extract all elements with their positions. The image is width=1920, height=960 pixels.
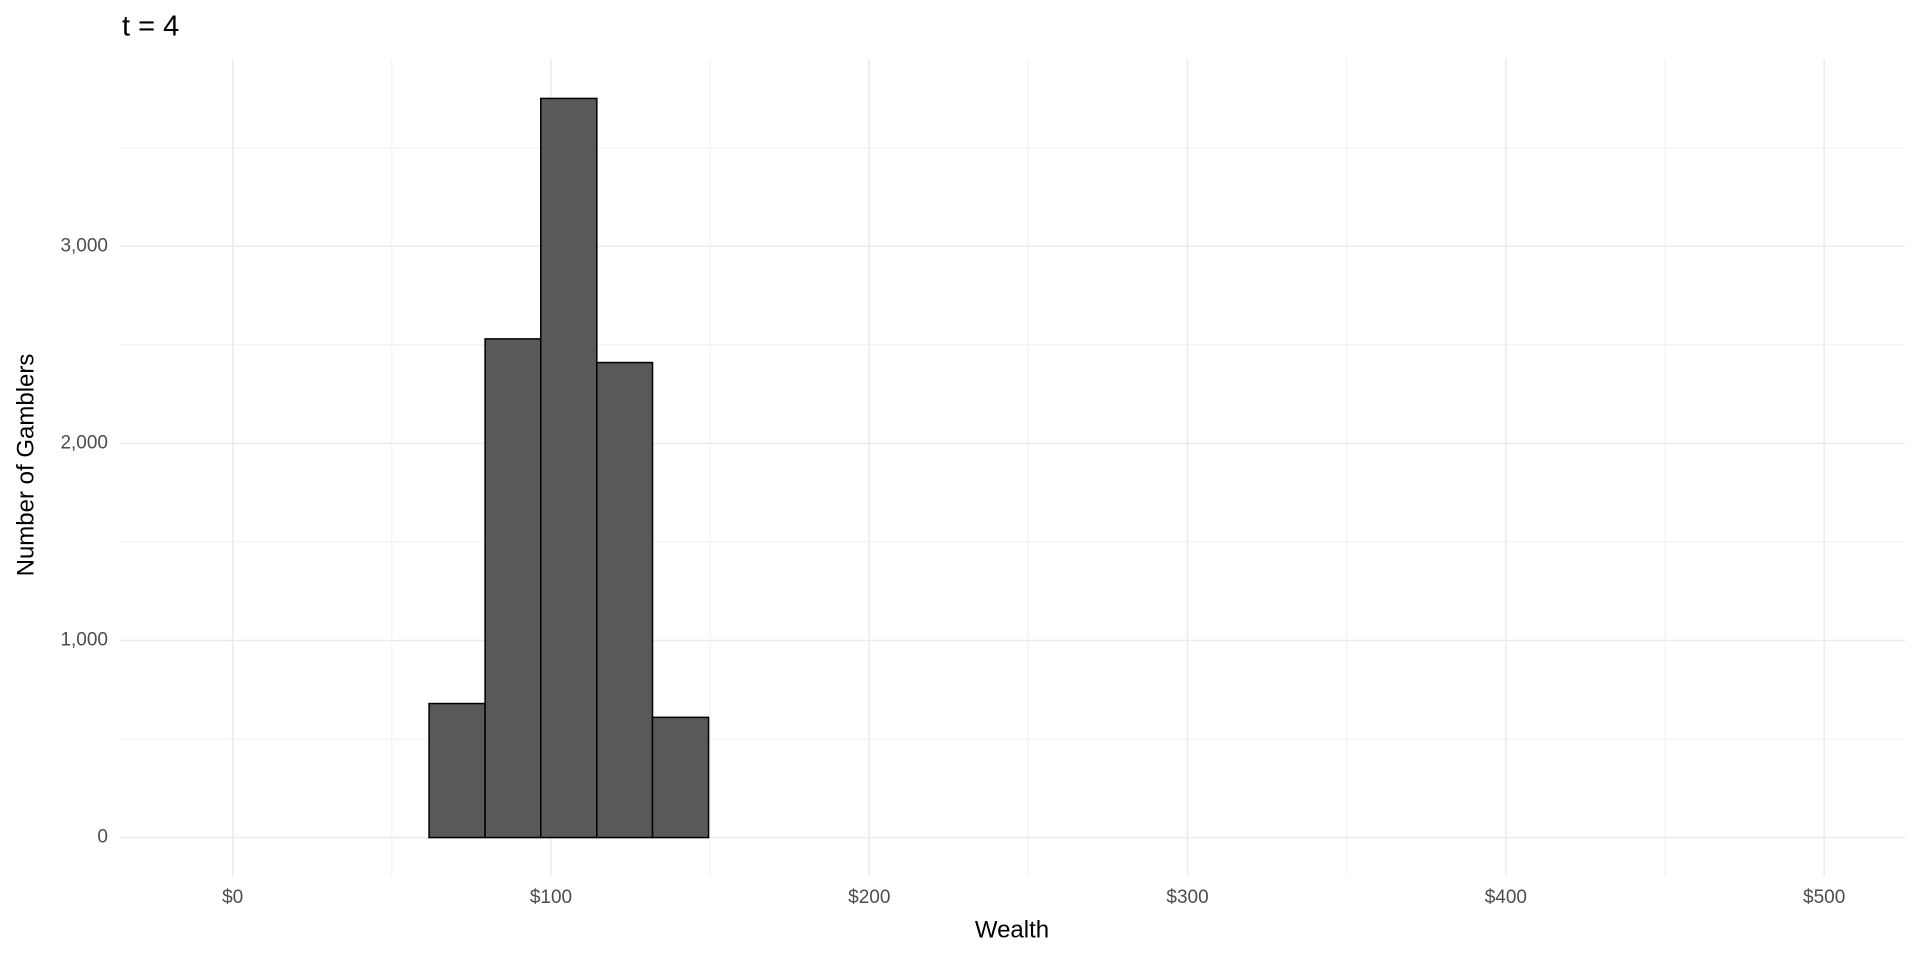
bar xyxy=(428,702,486,839)
bar xyxy=(540,97,598,839)
x-axis-title: Wealth xyxy=(975,916,1049,943)
y-tick-label: 3,000 xyxy=(60,235,108,256)
x-tick-label: $400 xyxy=(1485,887,1527,908)
x-tick-label: $500 xyxy=(1803,887,1845,908)
x-tick-label: $100 xyxy=(530,887,572,908)
x-tick-label: $0 xyxy=(222,887,243,908)
chart-title: t = 4 xyxy=(122,11,179,43)
bar xyxy=(596,361,654,839)
y-tick-label: 1,000 xyxy=(60,629,108,650)
y-axis-title: Number of Gamblers xyxy=(12,354,39,577)
bar xyxy=(484,338,542,839)
bar xyxy=(651,716,710,839)
y-tick-label: 0 xyxy=(97,827,108,848)
y-tick-label: 2,000 xyxy=(60,432,108,453)
x-tick-label: $200 xyxy=(848,887,890,908)
x-tick-label: $300 xyxy=(1166,887,1208,908)
